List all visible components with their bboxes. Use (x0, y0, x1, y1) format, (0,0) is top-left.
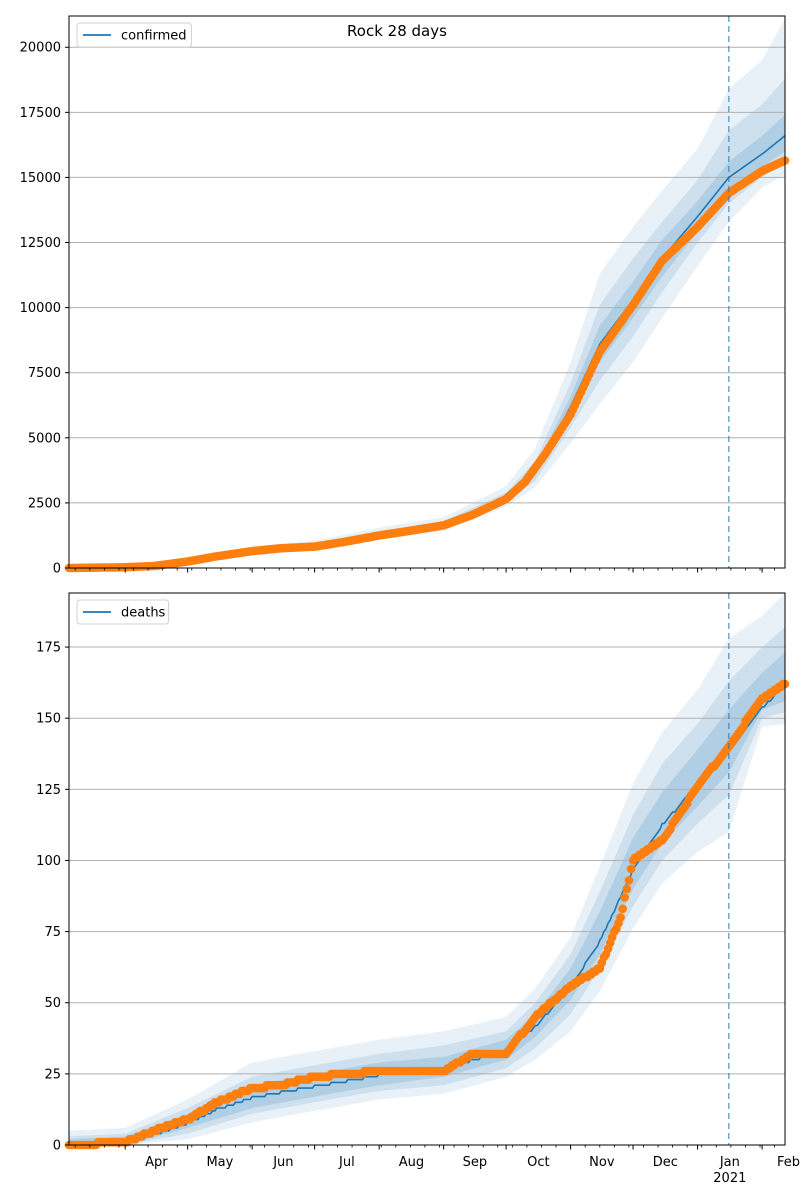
year-label: 2021 (713, 1171, 746, 1186)
plot-frame (68, 592, 786, 1146)
legend-label: confirmed (121, 29, 187, 44)
deaths-legend: deaths (76, 599, 170, 625)
y-tick-label: 125 (36, 783, 61, 798)
y-tick-label: 100 (36, 854, 61, 869)
x-tick-label: Apr (145, 1155, 168, 1170)
legend-box (76, 22, 192, 48)
y-tick-label: 50 (44, 996, 61, 1011)
uncertainty-band (69, 593, 785, 1145)
plot-frame (68, 15, 786, 569)
y-tick-label: 150 (36, 712, 61, 727)
x-tick-label: May (206, 1155, 233, 1170)
confirmed-panel: 0 2500 5000 7500 10000 12500 15000 17500 20000 c… (20, 15, 790, 577)
x-tick-label: Jun (272, 1155, 293, 1170)
legend-box (76, 599, 170, 625)
confirmed-grid (69, 46, 785, 569)
y-tick-label: 15000 (20, 171, 61, 186)
x-axis-labels: 2021 Apr May Jun Jul Aug Sep Oct Nov Dec Jan Feb (145, 1155, 800, 1186)
deaths-axes: 0 25 50 75 100 125 150 175 (36, 592, 786, 1154)
y-tick-label: 10000 (20, 301, 61, 316)
chart-title: Rock 28 days (347, 22, 447, 40)
y-tick-label: 25 (44, 1067, 61, 1082)
observed-point (620, 893, 629, 902)
y-tick-label: 2500 (28, 496, 61, 511)
y-tick-label: 12500 (20, 236, 61, 251)
confirmed-uncertainty-bands (69, 18, 785, 569)
deaths-series (64, 679, 790, 1150)
observed-point (616, 913, 625, 922)
y-tick-label: 0 (53, 1139, 61, 1154)
observed-point (626, 864, 636, 874)
y-tick-label: 175 (36, 641, 61, 656)
uncertainty-band (69, 18, 785, 569)
observed-point (622, 884, 632, 894)
x-tick-label: Aug (399, 1155, 424, 1170)
y-tick-label: 20000 (20, 41, 61, 56)
x-tick-label: Sep (463, 1155, 488, 1170)
x-tick-label: Jan (719, 1155, 740, 1170)
confirmed-legend: confirmed (76, 22, 192, 48)
y-tick-label: 17500 (20, 106, 61, 121)
confirmed-series (64, 135, 790, 573)
x-tick-label: Dec (653, 1155, 678, 1170)
legend-label: deaths (121, 606, 166, 621)
deaths-grid (69, 646, 785, 1146)
x-tick-label: Nov (589, 1155, 615, 1170)
x-tick-label: Jul (338, 1155, 355, 1170)
x-tick-label: Feb (777, 1155, 800, 1170)
y-tick-label: 75 (44, 925, 61, 940)
x-tick-label: Oct (527, 1155, 549, 1170)
confirmed-axes: 0 2500 5000 7500 10000 12500 15000 17500 20000 (20, 15, 786, 577)
deaths-uncertainty-bands (69, 593, 785, 1145)
observed-point (618, 904, 627, 914)
uncertainty-band (69, 78, 785, 568)
y-tick-label: 5000 (28, 431, 61, 446)
uncertainty-band (69, 627, 785, 1145)
y-tick-label: 7500 (28, 366, 61, 381)
observed-point (624, 876, 634, 885)
deaths-panel: 0 25 50 75 100 125 150 175 deaths (36, 592, 790, 1154)
y-tick-label: 0 (53, 562, 61, 577)
